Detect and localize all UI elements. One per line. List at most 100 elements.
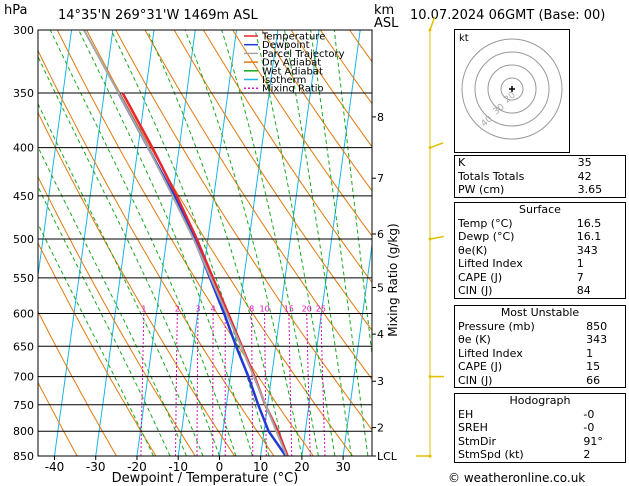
index-label: StmSpd (kt) — [458, 448, 524, 461]
wet-adiabat-line — [38, 185, 171, 456]
wet-adiabat-line — [38, 145, 187, 456]
index-value: 66 — [586, 373, 601, 387]
mixing-ratio-axis-label: Mixing Ratio (g/kg) — [386, 223, 400, 336]
mixing-ratio-label: 10 — [260, 305, 270, 314]
mixing-ratio-line — [264, 313, 267, 456]
isotherm-line — [95, 30, 155, 456]
wet-adiabat-line — [310, 30, 369, 456]
km-tick-label: 6 — [377, 228, 384, 241]
x-tick-label: -30 — [86, 460, 106, 474]
isotherm-line — [54, 30, 114, 456]
dry-adiabat-line — [38, 310, 117, 456]
section-title: Surface — [519, 203, 561, 216]
wet-adiabat-line — [146, 30, 286, 456]
mixing-ratio-label: 3 — [195, 305, 200, 314]
mixing-ratio-label: 15 — [284, 305, 294, 314]
wet-adiabat-line — [221, 30, 319, 456]
legend-entry: Temperature — [261, 32, 325, 43]
km-tick-label: 2 — [377, 422, 384, 435]
mixing-ratio-line — [306, 313, 311, 456]
parcel-trajectory-line — [83, 30, 288, 456]
wet-adiabat-line — [78, 30, 253, 456]
pressure-tick-label: 600 — [13, 308, 34, 321]
asl-label: ASL — [374, 16, 399, 31]
x-tick-label: -10 — [168, 460, 188, 474]
index-value: 16.5 — [576, 216, 602, 230]
index-label: CIN (J) — [458, 284, 493, 297]
location-title: 14°35'N 269°31'W 1469m ASL — [58, 8, 258, 23]
wet-adiabat-line — [184, 30, 303, 456]
dry-adiabat-line — [261, 30, 372, 192]
index-value: 2 — [583, 448, 591, 461]
index-value: 3.65 — [577, 183, 603, 196]
hodograph-ring — [461, 38, 563, 140]
wind-barb — [429, 16, 436, 31]
index-value: 42 — [577, 169, 592, 183]
index-label: EH — [458, 407, 474, 421]
isotherm-line — [301, 30, 361, 456]
index-value: 15 — [586, 360, 601, 373]
pressure-tick-label: 450 — [13, 190, 34, 203]
wet-adiabat-line — [38, 102, 204, 456]
wind-barb — [429, 235, 444, 240]
hodograph-ring — [500, 77, 524, 101]
pressure-tick-label: 500 — [13, 233, 34, 246]
x-tick-label: -20 — [127, 460, 147, 474]
wind-barb — [429, 142, 444, 149]
x-tick-label: -40 — [45, 460, 65, 474]
index-label: Pressure (mb) — [458, 319, 535, 333]
mixing-ratio-label: 20 — [302, 305, 312, 314]
wet-adiabat-line — [284, 30, 352, 456]
dry-adiabat-line — [56, 30, 314, 456]
section-title: Hodograph — [509, 394, 571, 407]
mixing-ratio-label: 25 — [316, 305, 326, 314]
index-value: 1 — [576, 257, 584, 270]
wet-adiabat-line — [38, 55, 220, 456]
pressure-tick-label: 300 — [13, 24, 34, 37]
pressure-tick-label: 400 — [13, 142, 34, 155]
dry-adiabat-line — [144, 30, 372, 381]
index-label: Temp (°C) — [458, 216, 513, 230]
index-value: -0 — [583, 407, 595, 421]
mixing-ratio-label: 2 — [175, 305, 180, 314]
axes: 300350400450500550600650700750800850-40-… — [13, 24, 398, 474]
index-label: StmDir — [458, 434, 497, 448]
mixing-ratio-label: 1 — [141, 305, 146, 314]
profile-lines — [83, 30, 289, 456]
wet-adiabat-line — [49, 30, 237, 456]
index-label: CAPE (J) — [458, 360, 503, 373]
surface-table: Surface Temp (°C) 16.5 Dewp (°C) 16.1 θe(K… — [454, 202, 626, 299]
km-tick-label: 7 — [377, 172, 384, 185]
section-title: Most Unstable — [500, 306, 580, 319]
legend-entry: Isotherm — [262, 75, 306, 86]
index-value: 7 — [576, 270, 584, 284]
legend-entry: Mixing Ratio — [262, 84, 324, 95]
pressure-tick-label: 850 — [13, 450, 34, 463]
x-axis-label: Dewpoint / Temperature (°C) — [112, 471, 299, 486]
index-label: SREH — [458, 421, 488, 434]
index-label: Totals Totals — [458, 169, 525, 183]
pressure-tick-label: 350 — [13, 87, 34, 100]
index-label: Lifted Index — [458, 346, 523, 360]
dry-adiabat-line — [202, 30, 372, 284]
x-tick-label: 20 — [294, 460, 309, 474]
dry-adiabat-line — [290, 30, 372, 148]
index-value: 84 — [576, 284, 591, 297]
copyright-footer: © weatheronline.co.uk — [448, 471, 586, 485]
index-value: 35 — [577, 156, 592, 169]
mixing-ratio-line — [320, 313, 326, 456]
pressure-tick-label: 750 — [13, 399, 34, 412]
km-tick-label: 3 — [377, 375, 384, 388]
index-label: CIN (J) — [458, 373, 493, 387]
mixing-ratio-line — [140, 313, 145, 456]
wet-adiabat-line — [110, 30, 270, 456]
mixing-ratio-label: 8 — [249, 305, 254, 314]
pressure-tick-label: 550 — [13, 272, 34, 285]
mixing-ratio-line — [288, 313, 293, 456]
hodograph-table: Hodograph EH -0 SREH -0 StmDir 91° StmSpd (… — [454, 393, 626, 463]
hodograph-ring — [474, 51, 550, 127]
legend-entry: Dry Adiabat — [262, 58, 321, 69]
index-label: θe (K) — [458, 333, 491, 346]
